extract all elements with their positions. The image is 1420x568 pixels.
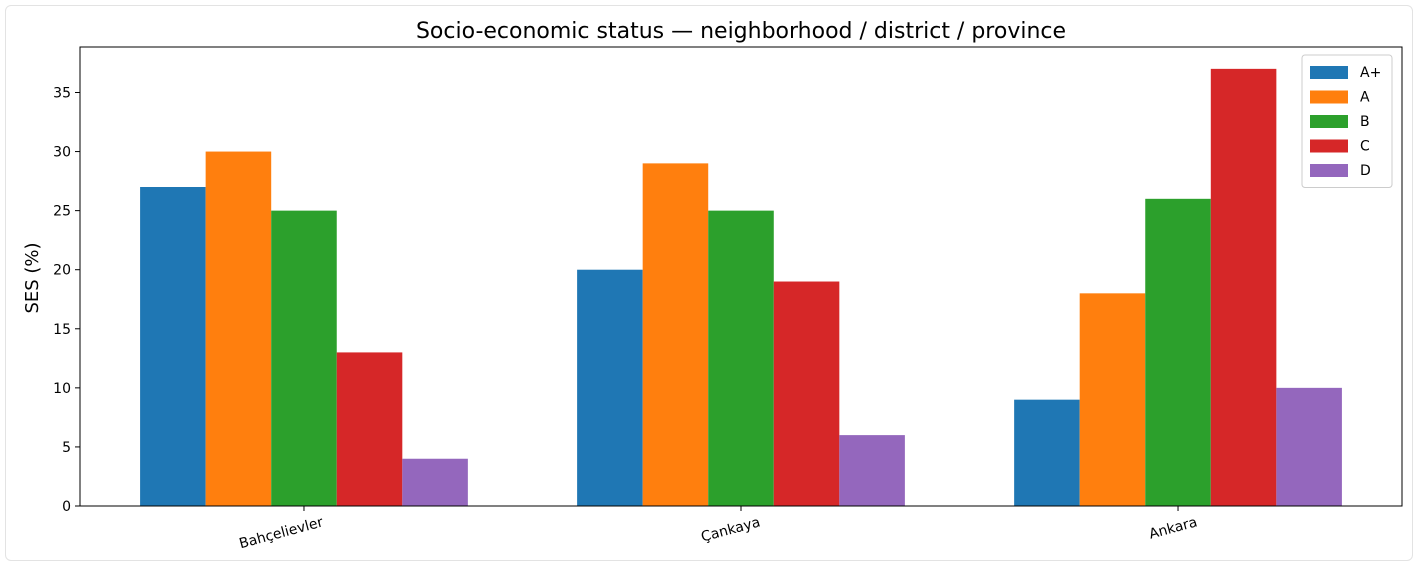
y-tick-label: 35: [53, 85, 71, 101]
y-tick-label: 15: [53, 322, 71, 338]
bar-B-Çankaya: [708, 210, 774, 506]
y-tick-label: 5: [62, 440, 71, 456]
legend-swatch-D: [1310, 164, 1348, 177]
bar-A+-Çankaya: [577, 269, 643, 506]
y-tick-label: 25: [53, 204, 71, 220]
legend-label-B: B: [1360, 114, 1370, 130]
bar-A-Ankara: [1079, 293, 1146, 506]
y-tick-label: 30: [53, 145, 71, 161]
bar-B-Ankara: [1145, 198, 1211, 506]
bar-A+-Bahçelievler: [140, 187, 206, 507]
legend-swatch-A: [1310, 90, 1348, 104]
bars-group: [140, 68, 1342, 507]
bar-D-Bahçelievler: [402, 458, 468, 506]
y-tick-label: 0: [62, 499, 71, 515]
bar-B-Bahçelievler: [271, 210, 337, 506]
y-axis: 0 5 10 15 20 25 30 35: [53, 85, 80, 515]
bar-A-Çankaya: [642, 163, 709, 506]
y-tick-label: 20: [53, 263, 71, 279]
bar-A+-Ankara: [1014, 399, 1080, 506]
bar-C-Ankara: [1210, 68, 1277, 506]
y-axis-label: SES (%): [22, 242, 43, 313]
legend-label-A: A: [1360, 90, 1370, 106]
x-tick-label: Çankaya: [699, 514, 762, 545]
bar-C-Çankaya: [773, 281, 840, 506]
chart-title: Socio-economic status — neighborhood / d…: [416, 19, 1066, 44]
legend-label-A+: A+: [1360, 65, 1381, 81]
plot-frame: [79, 46, 1403, 507]
legend-swatch-C: [1310, 139, 1348, 153]
y-tick-label: 10: [53, 381, 71, 397]
legend-label-C: C: [1360, 139, 1370, 155]
x-axis: Bahçelievler Çankaya Ankara: [237, 506, 1199, 552]
bar-A-Bahçelievler: [205, 151, 272, 506]
legend-label-D: D: [1360, 163, 1371, 179]
bar-C-Bahçelievler: [336, 352, 403, 506]
bar-D-Çankaya: [839, 435, 905, 506]
x-tick-label: Bahçelievler: [237, 514, 325, 552]
x-tick-label: Ankara: [1147, 514, 1199, 542]
legend-swatch-B: [1310, 115, 1348, 128]
bar-D-Ankara: [1276, 387, 1342, 506]
legend-swatch-A+: [1310, 66, 1348, 79]
